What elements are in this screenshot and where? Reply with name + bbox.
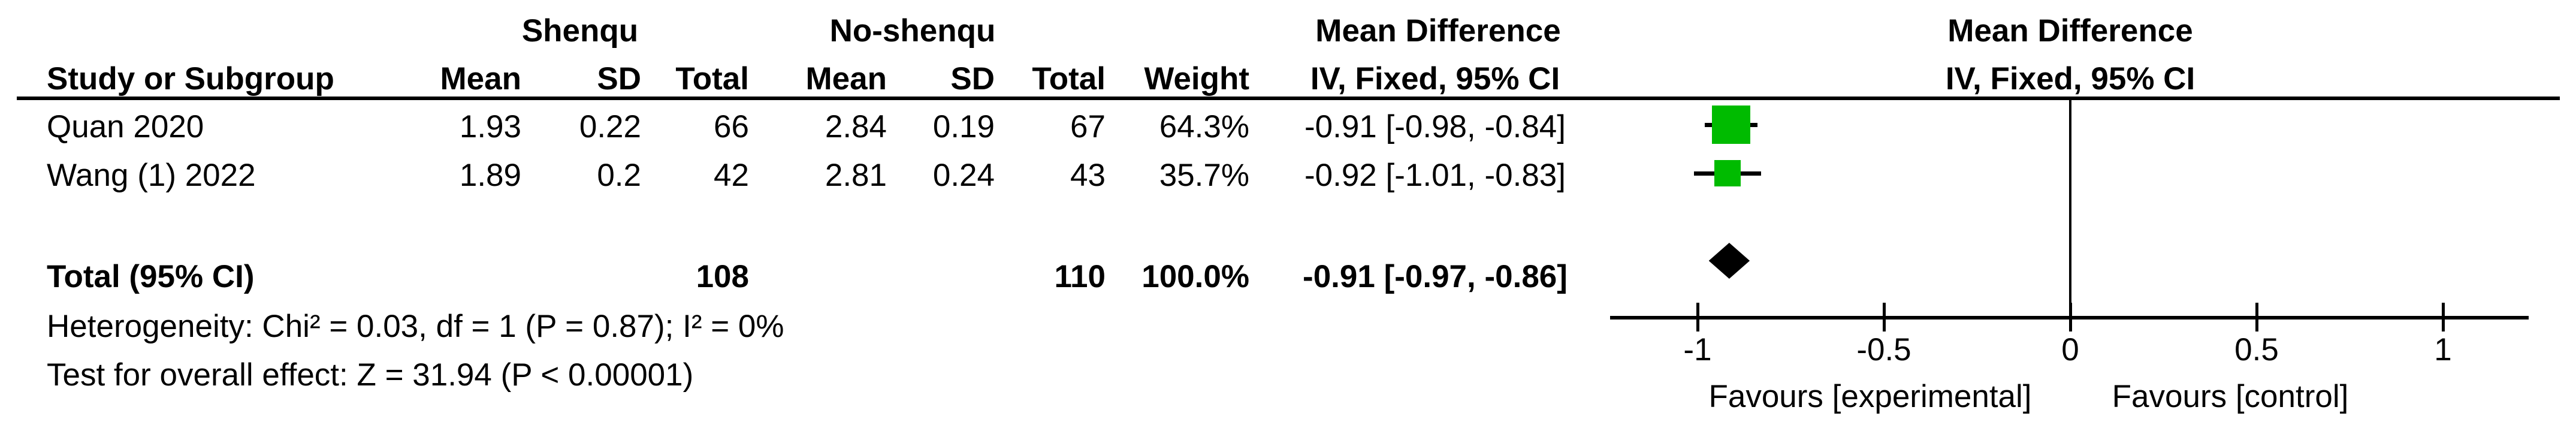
mean2-value: 2.84 [825, 109, 887, 144]
col-header-sd2: SD [950, 61, 995, 97]
col-header-total1: Total [675, 61, 749, 97]
weight-value: 64.3% [1159, 109, 1249, 144]
axis-tick-label: 0.5 [2234, 332, 2279, 367]
favours-control-label: Favours [control] [2112, 379, 2349, 414]
mean1-value: 1.89 [459, 158, 521, 193]
axis-tick-label: -1 [1683, 332, 1712, 367]
total1-value: 42 [714, 158, 749, 193]
axis-tick [2255, 303, 2258, 331]
zero-line [2069, 100, 2071, 320]
col-header-total2: Total [1032, 61, 1106, 97]
effect-square [1714, 160, 1741, 186]
heterogeneity-note: Heterogeneity: Chi² = 0.03, df = 1 (P = … [47, 309, 784, 344]
effect-square [1711, 106, 1750, 144]
sd2-value: 0.19 [932, 109, 995, 144]
col-header-mean1: Mean [440, 61, 521, 97]
total2-value: 43 [1070, 158, 1106, 193]
total1-value: 66 [714, 109, 749, 144]
total1-sum: 108 [696, 259, 749, 294]
col-header-weight: Weight [1144, 61, 1249, 97]
axis-tick [1696, 303, 1699, 331]
total2-sum: 110 [1054, 259, 1106, 294]
md-header-left: Mean Difference [1315, 13, 1561, 49]
mean2-value: 2.81 [825, 158, 887, 193]
total-weight: 100.0% [1141, 259, 1249, 294]
study-name: Quan 2020 [47, 109, 204, 144]
axis-tick [2069, 303, 2072, 331]
summary-diamond [1708, 243, 1750, 279]
axis-tick [2442, 303, 2445, 331]
sd1-value: 0.2 [597, 158, 641, 193]
total2-value: 67 [1070, 109, 1106, 144]
axis-tick-label: 0 [2061, 332, 2079, 367]
axis-tick-label: 1 [2434, 332, 2452, 367]
axis-tick-label: -0.5 [1856, 332, 1911, 367]
sd1-value: 0.22 [579, 109, 641, 144]
total-label: Total (95% CI) [47, 259, 255, 294]
ci-text: -0.92 [-1.01, -0.83] [1304, 158, 1566, 193]
header-divider [17, 97, 2560, 100]
favours-experimental-label: Favours [experimental] [1708, 379, 2032, 414]
md-header-right: Mean Difference [1947, 13, 2193, 49]
col-header-ci-right: IV, Fixed, 95% CI [1945, 61, 2196, 97]
col-header-sd1: SD [597, 61, 641, 97]
col-header-ci-left: IV, Fixed, 95% CI [1310, 61, 1560, 97]
group1-header: Shenqu [521, 13, 639, 49]
total-ci-text: -0.91 [-0.97, -0.86] [1303, 259, 1568, 294]
col-header-study: Study or Subgroup [47, 61, 334, 97]
sd2-value: 0.24 [932, 158, 995, 193]
mean1-value: 1.93 [459, 109, 521, 144]
weight-value: 35.7% [1159, 158, 1249, 193]
group2-header: No-shenqu [829, 13, 996, 49]
overall-effect-note: Test for overall effect: Z = 31.94 (P < … [47, 357, 694, 393]
ci-text: -0.91 [-0.98, -0.84] [1304, 109, 1566, 144]
study-name: Wang (1) 2022 [47, 158, 256, 193]
col-header-mean2: Mean [805, 61, 887, 97]
axis-tick [1883, 303, 1886, 331]
